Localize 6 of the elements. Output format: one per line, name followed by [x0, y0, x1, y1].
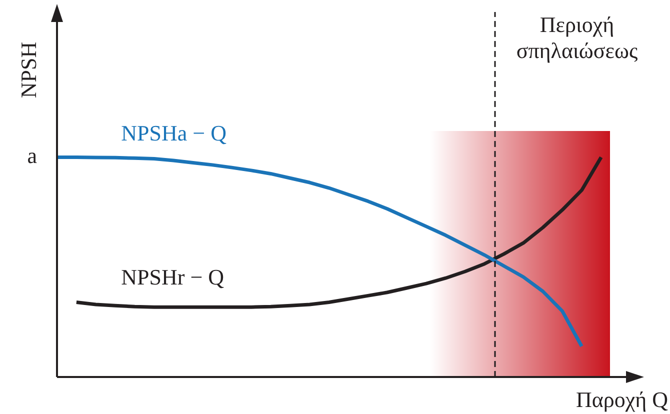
y-axis-title: NPSH — [16, 42, 41, 98]
text: a — [27, 143, 38, 168]
x-axis-title: Παροχή Q — [576, 386, 668, 412]
series-label: NPSHr − Q — [121, 264, 224, 290]
series-label: NPSHa − Q — [121, 120, 227, 146]
text: Περιοχή σπηλαιώσεως — [516, 12, 638, 63]
